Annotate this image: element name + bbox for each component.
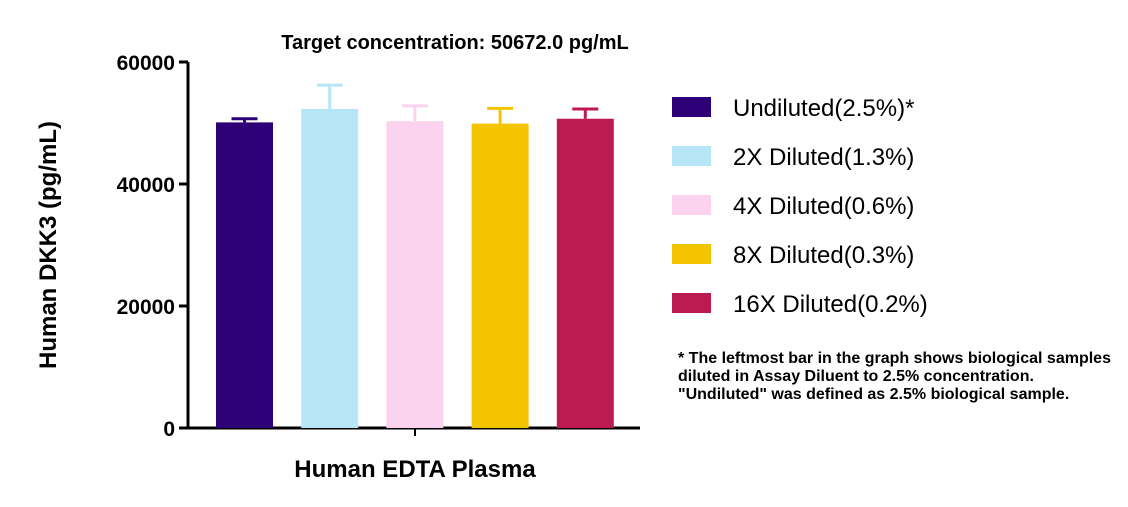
legend-swatch	[672, 97, 711, 117]
legend-swatch	[672, 244, 711, 264]
y-tick-label: 0	[163, 418, 175, 441]
bar	[301, 108, 359, 428]
bar	[471, 123, 529, 429]
bar	[556, 118, 614, 428]
x-axis-label: Human EDTA Plasma	[294, 456, 536, 483]
bar-group	[386, 104, 444, 429]
y-tick-label: 40000	[117, 174, 175, 197]
legend-swatch	[672, 293, 711, 313]
legend-label: 2X Diluted(1.3%)	[733, 144, 914, 171]
legend-label: Undiluted(2.5%)*	[733, 95, 914, 122]
legend: Undiluted(2.5%)* 2X Diluted(1.3%) 4X Dilut…	[672, 95, 928, 318]
plot-area: 0 20000 40000 60000	[117, 52, 640, 441]
legend-swatch	[672, 195, 711, 215]
bar-group	[471, 106, 529, 429]
legend-label: 4X Diluted(0.6%)	[733, 193, 914, 220]
y-tick-label: 20000	[117, 296, 175, 319]
bar-group	[301, 83, 359, 428]
chart-title: Target concentration: 50672.0 pg/mL	[281, 32, 629, 54]
footnote: * The leftmost bar in the graph shows bi…	[678, 350, 1111, 403]
legend-swatch	[672, 146, 711, 166]
legend-label: 16X Diluted(0.2%)	[733, 291, 928, 318]
bar-group	[216, 117, 273, 428]
bar	[216, 122, 273, 428]
bar	[386, 121, 444, 429]
bar-group	[556, 107, 614, 428]
y-tick-label: 60000	[117, 52, 175, 75]
y-axis-label: Human DKK3 (pg/mL)	[35, 121, 62, 369]
legend-label: 8X Diluted(0.3%)	[733, 242, 914, 269]
